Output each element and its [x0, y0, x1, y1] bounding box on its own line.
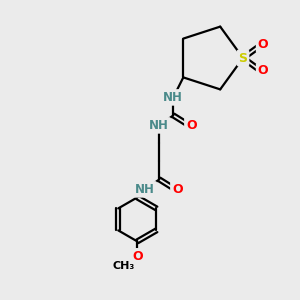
Text: CH₃: CH₃ [112, 261, 134, 272]
Text: O: O [258, 64, 268, 77]
Text: NH: NH [149, 119, 169, 132]
Text: NH: NH [164, 91, 183, 104]
Text: O: O [186, 119, 196, 132]
Text: NH: NH [135, 183, 155, 196]
Text: O: O [258, 38, 268, 52]
Text: S: S [238, 52, 247, 64]
Text: O: O [172, 183, 183, 196]
Text: O: O [132, 250, 142, 263]
